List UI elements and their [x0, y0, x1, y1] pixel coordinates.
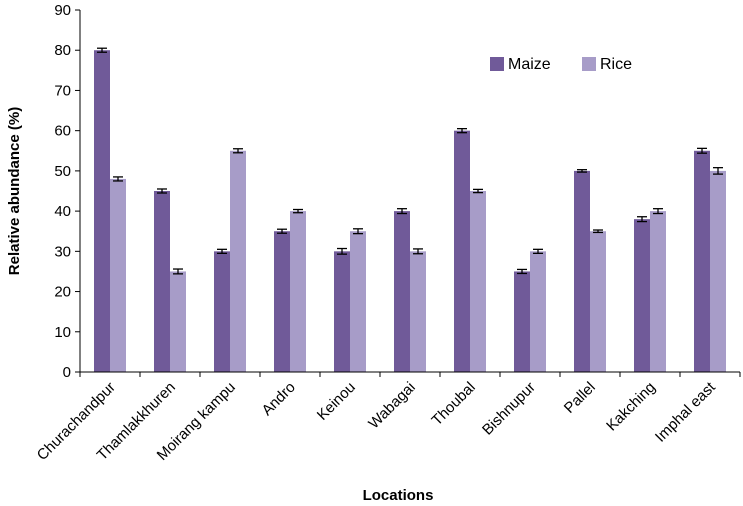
bar-maize-thoubal	[454, 130, 470, 372]
bar-maize-keinou	[334, 251, 350, 372]
error-bar-rice-wabagai	[413, 248, 423, 255]
bar-rice-andro	[290, 211, 306, 372]
bar-maize-pallel	[574, 170, 590, 372]
y-tick-label: 10	[54, 324, 71, 341]
bar-rice-wabagai	[410, 251, 426, 372]
y-tick-label: 30	[54, 243, 71, 260]
x-tick-label: Bishnupur	[479, 379, 539, 439]
error-bar-maize-kakching	[637, 216, 647, 223]
legend-swatch-maize	[490, 57, 504, 71]
error-bar-maize-bishnupur	[517, 268, 527, 275]
bar-maize-churachandpur	[94, 50, 110, 372]
error-bar-rice-kakching	[653, 208, 663, 215]
y-tick-label: 90	[54, 2, 71, 19]
legend-label-rice: Rice	[600, 56, 632, 73]
error-bar-rice-bishnupur	[533, 248, 543, 254]
bar-maize-wabagai	[394, 211, 410, 372]
bar-maize-moirang-kampu	[214, 251, 230, 372]
bar-rice-thoubal	[470, 191, 486, 372]
error-bar-maize-thamlakkhuren	[157, 188, 167, 194]
error-bar-rice-thamlakkhuren	[173, 268, 183, 275]
error-bar-maize-imphal-east	[697, 147, 707, 154]
bar-maize-kakching	[634, 219, 650, 372]
bar-maize-thamlakkhuren	[154, 191, 170, 372]
y-axis-title: Relative abundance (%)	[6, 107, 23, 275]
x-tick-label: Andro	[259, 379, 299, 419]
error-bar-rice-andro	[293, 208, 303, 214]
error-bar-maize-thoubal	[457, 128, 467, 134]
error-bar-maize-pallel	[577, 169, 587, 173]
y-tick-label: 80	[54, 42, 71, 59]
axes-layer	[75, 9, 741, 377]
legend: Maize Rice	[490, 56, 632, 73]
legend-label-maize: Maize	[508, 56, 551, 73]
bar-maize-bishnupur	[514, 271, 530, 372]
error-bar-maize-churachandpur	[97, 47, 107, 53]
x-tick-label: Thoubal	[428, 379, 478, 429]
error-bar-rice-moirang-kampu	[233, 148, 243, 154]
bar-rice-kakching	[650, 211, 666, 372]
y-tick-label: 60	[54, 123, 71, 140]
x-tick-label: Kakching	[603, 379, 659, 435]
y-tick-label: 0	[63, 364, 71, 381]
error-bar-maize-keinou	[337, 247, 347, 255]
bar-rice-pallel	[590, 231, 606, 372]
bar-rice-bishnupur	[530, 251, 546, 372]
x-tick-label: Wabagai	[365, 379, 418, 432]
y-tick-label: 20	[54, 284, 71, 301]
bar-rice-imphal-east	[710, 170, 726, 372]
bar-maize-andro	[274, 231, 290, 372]
error-bar-rice-pallel	[593, 229, 603, 234]
error-bar-maize-moirang-kampu	[217, 248, 227, 254]
x-axis-title: Locations	[363, 487, 434, 504]
legend-swatch-rice	[582, 57, 596, 71]
bar-maize-imphal-east	[694, 150, 710, 372]
bar-rice-churachandpur	[110, 178, 126, 372]
bar-rice-moirang-kampu	[230, 150, 246, 372]
error-bar-rice-thoubal	[473, 188, 483, 194]
x-tick-label: Keinou	[314, 379, 359, 424]
error-bar-rice-keinou	[353, 228, 363, 235]
error-bar-maize-wabagai	[397, 208, 407, 215]
bars-layer	[94, 47, 726, 372]
x-tick-label: Pallel	[561, 379, 599, 417]
y-tick-label: 40	[54, 203, 71, 220]
error-bar-maize-andro	[277, 228, 287, 234]
error-bar-rice-imphal-east	[713, 167, 723, 175]
bar-rice-keinou	[350, 231, 366, 372]
y-tick-label: 70	[54, 82, 71, 99]
bar-rice-thamlakkhuren	[170, 271, 186, 372]
y-tick-label: 50	[54, 163, 71, 180]
error-bar-rice-churachandpur	[113, 176, 123, 182]
x-tick-label: Imphal east	[652, 378, 719, 445]
